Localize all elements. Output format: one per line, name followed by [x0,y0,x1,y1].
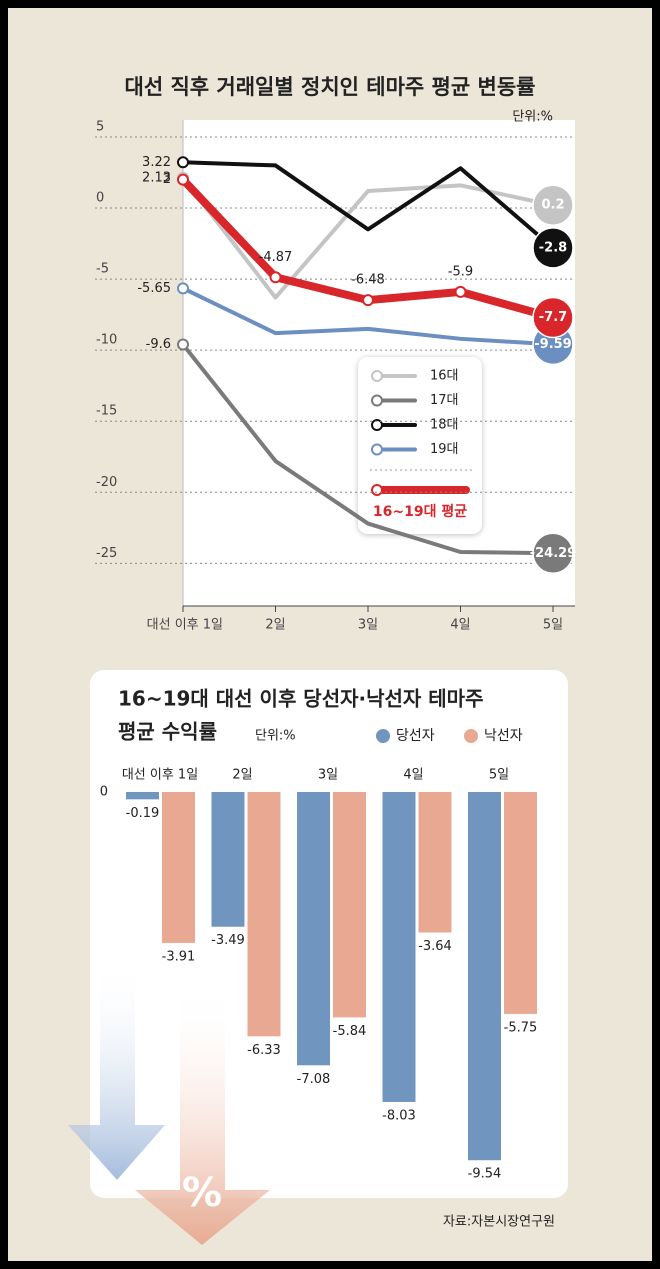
data-label: -24.29 [530,546,577,561]
data-label: -7.7 [539,310,567,325]
chart-title: 평균 수익률 [118,720,217,744]
point-marker [454,285,467,298]
unit-label: 단위:% [255,729,296,744]
point-marker [177,282,189,295]
x-tick-label: 5일 [489,768,509,783]
bar [162,792,195,943]
legend-label: 19대 [430,442,459,457]
y-tick-label: -15 [96,404,117,419]
legend-marker [371,419,383,431]
unit-label: 단위:% [512,110,553,125]
end-marker [532,296,574,339]
data-label: -5.75 [504,1020,538,1035]
y-tick-label: -10 [96,333,117,348]
y-tick-label: 5 [96,120,104,135]
legend-marker [371,370,383,382]
data-label: 0.2 [541,198,564,213]
end-marker [532,532,574,575]
x-tick-label: 대선 이후 1일 [147,618,223,633]
bar [297,792,330,1066]
x-tick-label: 3일 [358,618,378,633]
legend-marker [371,443,383,456]
data-label: -6.48 [351,273,385,288]
data-label: -7.08 [297,1072,331,1087]
point-marker [269,271,282,284]
data-label: 2.13 [142,170,171,185]
chart-title: 대선 직후 거래일별 정치인 테마주 평균 변동률 [125,75,536,99]
series-line [181,160,555,250]
source: 자료:자본시장연구원 [443,1215,555,1230]
series-line [181,342,555,556]
decoration: % [68,960,270,1245]
data-label: -2.8 [539,240,567,255]
legend-label: 16~19대 평균 [373,503,467,520]
data-label: -5.84 [333,1024,367,1039]
series-line [181,175,555,300]
end-marker [532,184,574,226]
x-tick-label: 2일 [232,768,252,783]
end-marker [532,227,574,269]
arrow-down-blue [68,960,165,1180]
y-tick-label: -25 [96,546,117,561]
legend-marker [371,394,383,407]
bar [504,792,537,1014]
x-tick-label: 4일 [450,618,470,633]
y-tick-label: 0 [96,191,104,206]
data-label: 3.22 [142,155,171,170]
data-label: -3.49 [211,933,245,948]
data-label: -6.33 [247,1043,281,1058]
data-label: -5.9 [448,264,473,279]
data-label: -4.87 [259,250,293,265]
legend-label: 낙선자 [484,728,523,744]
bar [418,792,452,933]
data-label: -9.54 [468,1167,502,1182]
data-label: -8.03 [382,1108,416,1123]
data-label: 2 [163,172,171,187]
x-tick-label: 2일 [265,618,285,633]
data-label: -3.91 [162,949,196,964]
legend-label: 17대 [430,393,459,408]
y-tick-label: 0 [100,785,108,800]
data-label: -9.6 [146,337,171,352]
x-tick-label: 5일 [543,618,563,633]
data-label: -9.59 [534,337,571,352]
legend-marker [371,484,383,496]
point-marker [177,173,189,186]
x-tick-label: 4일 [403,768,423,783]
legend-label: 16대 [430,369,459,384]
data-label: -5.65 [137,281,171,296]
series-line [181,286,555,347]
legend-marker [464,729,478,743]
legend: 16대 17대 18대 19대 16~19대 평균 [358,357,482,534]
data-label: -3.64 [418,939,452,954]
bar [126,792,159,800]
point-marker [177,156,189,169]
bar [382,792,416,1102]
legend-marker [376,729,390,743]
bar [247,792,281,1037]
bar [211,792,245,927]
bar [468,792,501,1161]
point-marker [177,338,189,351]
bar [333,792,366,1018]
chart-title: 16~19대 대선 이후 당선자·낙선자 테마주 [118,687,483,711]
arrow-down-red [135,985,270,1245]
x-tick-label: 대선 이후 1일 [122,768,198,783]
data-label: -0.19 [126,806,160,821]
legend-label: 18대 [430,418,459,433]
legend-label: 당선자 [396,728,435,744]
y-tick-label: -5 [96,262,109,277]
y-tick-label: -20 [96,475,117,490]
icon-label: % [182,1170,222,1216]
point-marker [362,294,374,307]
x-tick-label: 3일 [318,768,338,783]
